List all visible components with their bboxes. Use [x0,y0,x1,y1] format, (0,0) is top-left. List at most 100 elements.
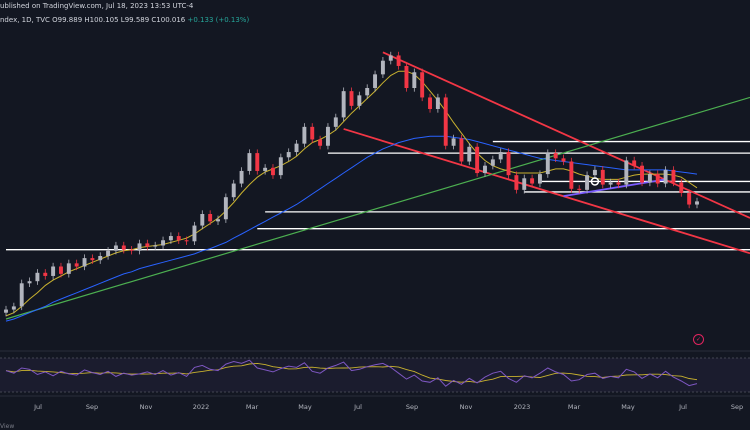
candle-body-49 [388,55,393,61]
candle-body-8 [66,263,71,274]
candle-body-13 [106,250,111,256]
candle-body-3 [27,281,32,284]
candle-body-55 [435,97,440,109]
candle-body-78 [616,182,621,185]
candle-body-23 [184,240,189,242]
candle-body-39 [310,126,315,140]
x-tick-label-10: Mar [568,403,581,411]
candle-body-1 [11,306,16,310]
candle-body-64 [506,152,511,176]
candle-body-42 [333,117,338,127]
candle-body-6 [51,266,56,276]
candle-body-61 [483,165,487,174]
candle-body-35 [278,157,283,176]
candle-body-18 [145,243,150,247]
trendline-red-1 [343,128,750,255]
x-tick-label-0: Jul [33,403,42,411]
candle-body-74 [585,175,590,190]
candle-body-68 [537,174,542,184]
candle-body-57 [451,138,456,146]
symbol-label: ndex, 1D, TVC [0,16,50,24]
candle-body-50 [396,55,401,66]
candle-body-22 [176,236,181,241]
x-tick-label-11: May [621,403,635,411]
candle-body-24 [192,225,197,242]
trendline-green-2 [5,96,750,320]
candle-body-86 [679,182,684,193]
candle-body-10 [82,258,87,267]
x-tick-label-9: 2023 [514,403,531,411]
candle-body-17 [137,243,142,251]
candle-body-81 [640,165,644,183]
candle-body-48 [380,60,385,75]
candle-body-38 [302,126,307,144]
candle-body-60 [475,146,480,174]
candle-body-82 [647,174,652,183]
footer-text: View [0,423,15,430]
candle-body-37 [294,143,299,153]
candle-body-21 [168,236,173,241]
check-circle-icon[interactable]: ✓ [693,334,704,345]
candle-body-71 [561,158,566,162]
candle-body-4 [35,272,40,282]
candle-body-25 [200,214,205,226]
candle-body-59 [467,146,472,162]
candle-body-30 [239,170,244,184]
ohlc-values: O99.889 H100.105 L99.589 C100.016 [52,16,186,24]
published-caption: ublished on TradingView.com, Jul 18, 202… [0,2,194,10]
ma-short-line [5,70,698,317]
trendline-red-0 [382,51,750,219]
candle-body-46 [365,88,370,96]
candle-body-41 [325,126,330,146]
candle-body-75 [592,169,597,176]
candle-body-14 [113,245,118,251]
candle-body-19 [153,245,158,247]
candle-body-5 [43,272,48,276]
rsi-signal-line [5,362,698,383]
x-tick-label-12: Jul [678,403,687,411]
candle-body-65 [514,175,519,190]
x-tick-label-7: Sep [406,403,418,411]
candle-body-77 [608,182,613,185]
candle-body-34 [271,167,275,176]
candle-body-85 [671,169,676,183]
candle-body-7 [59,266,63,274]
candle-body-33 [263,167,268,171]
candle-body-88 [695,201,699,205]
circle-marker-icon [590,177,600,186]
candle-body-28 [223,197,228,220]
candle-body-31 [247,153,252,171]
candle-body-32 [255,153,260,171]
candle-body-9 [74,263,79,267]
x-tick-label-4: Mar [246,403,259,411]
x-tick-label-8: Nov [460,403,473,411]
candle-body-54 [428,97,432,109]
candle-body-20 [161,240,166,246]
candle-body-58 [459,138,464,162]
candle-body-66 [522,178,527,190]
candle-body-29 [231,183,236,198]
candle-body-84 [663,169,668,184]
x-tick-label-5: May [298,403,312,411]
candle-body-15 [121,245,126,250]
symbol-ohlc-row: ndex, 1D, TVC O99.889 H100.105 L99.589 C… [0,16,249,24]
candle-body-69 [545,153,550,175]
candle-body-27 [216,219,220,222]
candle-body-76 [600,169,605,185]
candle-body-2 [19,283,24,307]
candle-body-11 [90,258,95,261]
x-tick-label-6: Jul [353,403,362,411]
candle-body-72 [569,161,574,189]
candle-body-83 [655,174,660,184]
price-change: +0.133 (+0.13%) [187,16,250,24]
candle-body-44 [349,91,354,106]
candle-body-36 [286,152,291,158]
candle-body-67 [530,178,535,184]
x-tick-label-13: Sep [731,403,743,411]
candle-body-51 [404,65,409,88]
candle-body-52 [412,72,417,88]
candle-body-43 [341,91,346,118]
candle-body-79 [624,160,629,185]
